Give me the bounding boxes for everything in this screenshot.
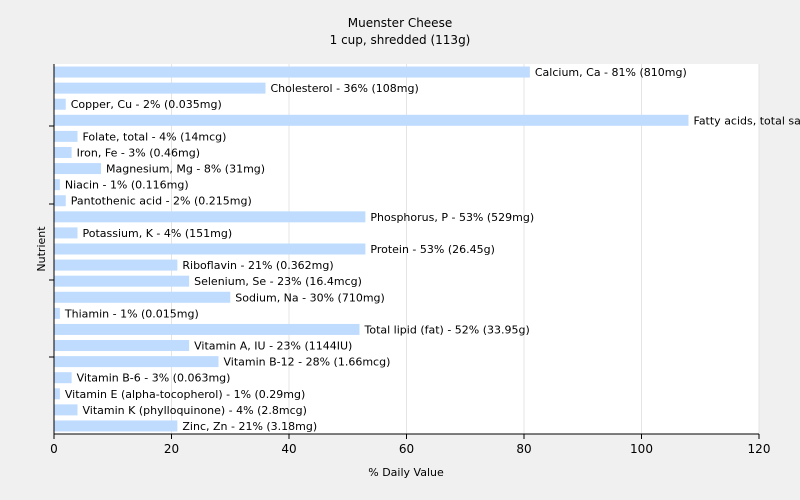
- bar: [54, 66, 530, 78]
- bar: [54, 404, 78, 416]
- bar-label: Copper, Cu - 2% (0.035mg): [71, 98, 222, 111]
- bar: [54, 388, 60, 400]
- bar-label: Iron, Fe - 3% (0.46mg): [77, 146, 200, 159]
- bar: [54, 420, 178, 432]
- bar: [54, 227, 78, 239]
- bar: [54, 179, 60, 191]
- bar: [54, 372, 72, 384]
- bar: [54, 98, 66, 110]
- bar-label: Vitamin K (phylloquinone) - 4% (2.8mcg): [83, 404, 307, 417]
- bar: [54, 82, 266, 94]
- bar-label: Thiamin - 1% (0.015mg): [64, 307, 199, 320]
- bar-label: Potassium, K - 4% (151mg): [83, 227, 233, 240]
- bar-label: Vitamin E (alpha-tocopherol) - 1% (0.29m…: [65, 388, 305, 401]
- bar: [54, 323, 360, 335]
- y-axis-title: Nutrient: [35, 226, 48, 272]
- bar: [54, 146, 72, 158]
- bar-label: Vitamin A, IU - 23% (1144IU): [194, 340, 352, 353]
- bar-label: Niacin - 1% (0.116mg): [65, 179, 189, 192]
- x-ticks: 0 20 40 60 80 100 120: [50, 434, 770, 456]
- chart-subtitle: 1 cup, shredded (113g): [330, 33, 471, 47]
- x-tick-label: 80: [516, 442, 531, 456]
- bar: [54, 195, 66, 207]
- bar-label: Vitamin B-6 - 3% (0.063mg): [77, 372, 231, 385]
- bar: [54, 356, 219, 368]
- x-tick-label: 60: [399, 442, 414, 456]
- bar: [54, 307, 60, 319]
- bar: [54, 259, 178, 271]
- x-tick-label: 0: [50, 442, 58, 456]
- bar-label: Protein - 53% (26.45g): [370, 243, 495, 256]
- bar: [54, 130, 78, 142]
- bar-label: Calcium, Ca - 81% (810mg): [535, 66, 687, 79]
- x-tick-label: 100: [630, 442, 653, 456]
- bar: [54, 211, 366, 223]
- bar-label: Zinc, Zn - 21% (3.18mg): [182, 420, 317, 433]
- bar: [54, 291, 231, 303]
- bar-label: Riboflavin - 21% (0.362mg): [182, 259, 333, 272]
- bars: Calcium, Ca - 81% (810mg) Cholesterol - 3…: [54, 66, 800, 433]
- x-tick-label: 20: [164, 442, 179, 456]
- bar-label: Magnesium, Mg - 8% (31mg): [106, 163, 265, 176]
- x-tick-label: 40: [281, 442, 296, 456]
- bar-label: Sodium, Na - 30% (710mg): [235, 291, 385, 304]
- bar-label: Total lipid (fat) - 52% (33.95g): [364, 323, 530, 336]
- bar-label: Fatty acids, total saturated - 108% (21.…: [694, 114, 800, 127]
- bar: [54, 114, 689, 126]
- x-tick-label: 120: [748, 442, 771, 456]
- chart-title: Muenster Cheese: [348, 16, 452, 30]
- bar: [54, 243, 366, 255]
- bar-label: Selenium, Se - 23% (16.4mcg): [194, 275, 362, 288]
- bar: [54, 340, 190, 352]
- bar: [54, 163, 101, 175]
- bar-label: Pantothenic acid - 2% (0.215mg): [71, 195, 252, 208]
- bar-label: Phosphorus, P - 53% (529mg): [370, 211, 534, 224]
- bar-label: Vitamin B-12 - 28% (1.66mcg): [224, 356, 391, 369]
- bar-label: Cholesterol - 36% (108mg): [271, 82, 419, 95]
- x-axis-title: % Daily Value: [368, 466, 444, 479]
- bar: [54, 275, 190, 287]
- bar-label: Folate, total - 4% (14mcg): [83, 130, 227, 143]
